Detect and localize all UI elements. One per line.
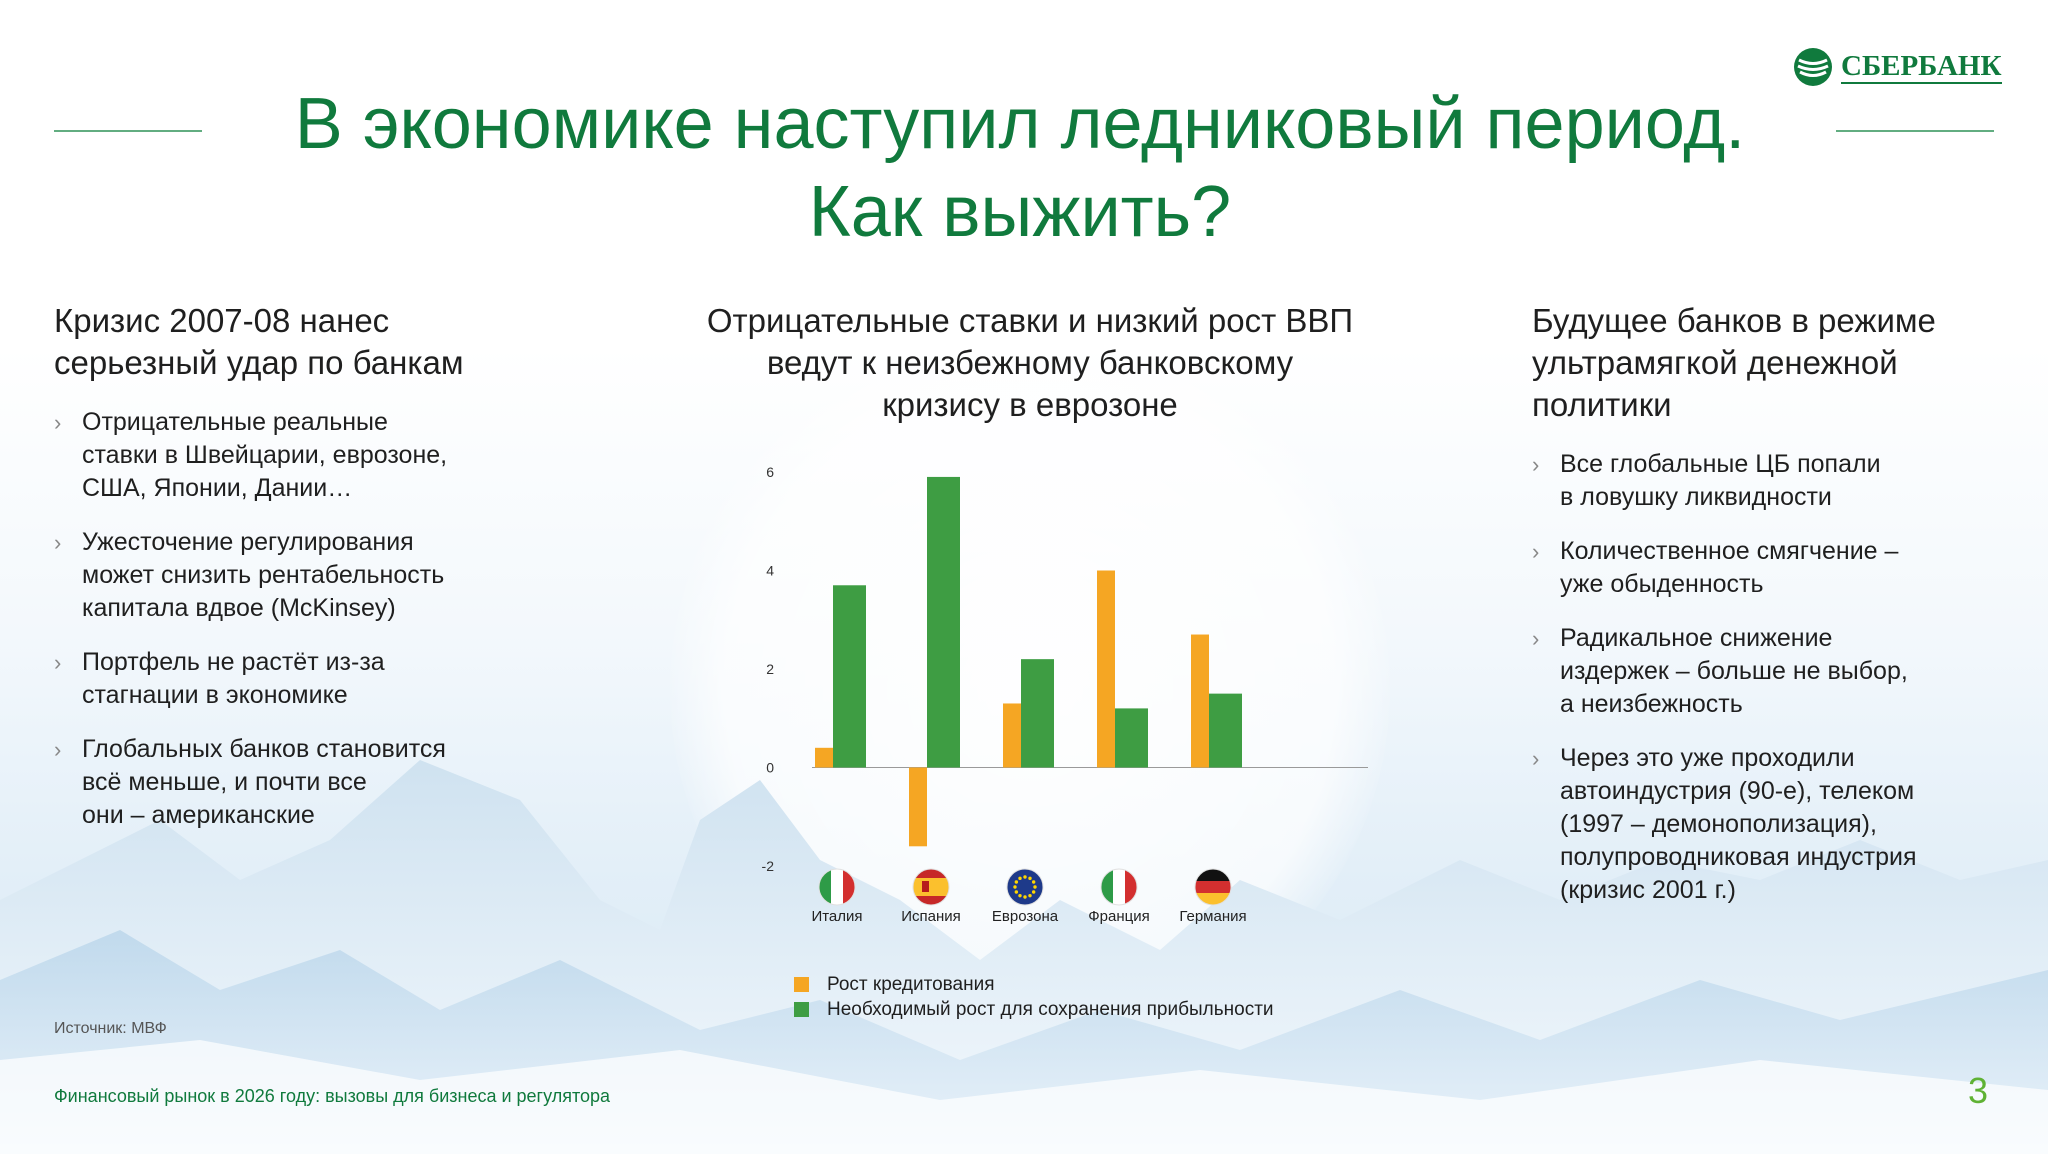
bullet-text: Портфель не растёт из-за стагнации в эко… — [82, 648, 385, 709]
chart-legend: Рост кредитования Необходимый рост для с… — [794, 972, 1274, 1022]
legend-swatch — [794, 977, 809, 992]
bullet-text: Через это уже проходили автоиндустрия (9… — [1560, 744, 1917, 904]
left-heading-line-2: серьезный удар по банкам — [54, 344, 464, 381]
y-tick-label: 4 — [766, 563, 774, 579]
right-heading: Будущее банков в режиме ультрамягкой ден… — [1532, 300, 1936, 426]
legend-item-required-growth: Необходимый рост для сохранения прибыльн… — [794, 997, 1274, 1022]
list-item: › Отрицательные реальные ставки в Швейцар… — [54, 406, 534, 505]
germany-flag-icon — [1194, 868, 1232, 906]
bar-lending-growth — [1097, 570, 1115, 768]
chevron-right-icon: › — [1532, 452, 1540, 477]
title-rule-right — [1836, 130, 1994, 132]
chevron-right-icon: › — [54, 530, 62, 555]
bar-required-growth — [833, 585, 866, 768]
sberbank-logo: СБЕРБАНК — [1793, 47, 2002, 87]
chevron-right-icon: › — [54, 650, 62, 675]
bar-lending-growth — [815, 747, 833, 768]
bullet-text: Ужесточение регулирования может снизить … — [82, 528, 445, 622]
bar-chart: -2 0 2 4 6 Италия Испания Еврозона Франция Герман… — [762, 464, 1368, 925]
bar-required-growth — [1209, 693, 1242, 768]
bar-lending-growth — [909, 767, 927, 847]
legend-label: Рост кредитования — [827, 974, 995, 995]
y-tick-label: 6 — [766, 464, 774, 480]
x-tick-label: Италия — [811, 908, 862, 925]
source-note: Источник: МВФ — [54, 1020, 167, 1037]
chevron-right-icon: › — [54, 737, 62, 762]
bullet-text: Количественное смягчение – уже обыденнос… — [1560, 537, 1899, 598]
bullet-text: Глобальных банков становится всё меньше,… — [82, 735, 446, 829]
bullet-text: Все глобальные ЦБ попали в ловушку ликви… — [1560, 450, 1881, 511]
chart-heading-line-2: ведут к неизбежному банковскому — [766, 344, 1294, 381]
y-tick-label: -2 — [762, 858, 775, 874]
right-heading-line-1: Будущее банков в режиме — [1532, 302, 1936, 339]
left-heading: Кризис 2007-08 нанес серьезный удар по б… — [54, 300, 464, 384]
bullet-text: Радикальное снижение издержек – больше н… — [1560, 624, 1908, 718]
list-item: › Ужесточение регулирования может снизить… — [54, 526, 534, 625]
x-tick-label: Испания — [901, 908, 961, 925]
list-item: › Радикальное снижение издержек – больше … — [1532, 622, 2012, 721]
left-bullet-list: › Отрицательные реальные ставки в Швейцар… — [54, 406, 534, 853]
list-item: › Глобальных банков становится всё меньше… — [54, 733, 534, 832]
title-line-1: В экономике наступил ледниковый период. — [294, 84, 1746, 164]
chart-heading-line-1: Отрицательные ставки и низкий рост ВВП — [706, 302, 1354, 339]
right-bullet-list: › Все глобальные ЦБ попали в ловушку ликв… — [1532, 448, 2012, 928]
chevron-right-icon: › — [1532, 746, 1540, 771]
sberbank-logo-icon — [1794, 48, 1832, 86]
list-item: › Количественное смягчение – уже обыденно… — [1532, 535, 2012, 601]
right-heading-line-3: политики — [1532, 386, 1672, 423]
list-item: › Через это уже проходили автоиндустрия (… — [1532, 742, 2012, 907]
footer-caption: Финансовый рынок в 2026 году: вызовы для… — [54, 1086, 611, 1106]
slide-title: В экономике наступил ледниковый период. … — [220, 80, 1820, 256]
title-line-2: Как выжить? — [808, 172, 1232, 252]
y-tick-label: 2 — [766, 661, 774, 677]
title-rule-left — [54, 130, 202, 132]
x-tick-label: Еврозона — [992, 908, 1059, 925]
chevron-right-icon: › — [1532, 626, 1540, 651]
bar-lending-growth — [1191, 634, 1209, 768]
x-tick-label: Германия — [1179, 908, 1246, 925]
italy-flag-icon — [818, 868, 856, 906]
france-flag-icon — [1100, 868, 1138, 906]
logo-text: СБЕРБАНК — [1841, 50, 2002, 84]
bar-lending-growth — [1003, 703, 1021, 768]
bar-required-growth — [927, 476, 960, 768]
y-tick-label: 0 — [766, 760, 774, 776]
x-tick-label: Франция — [1088, 908, 1149, 925]
list-item: › Портфель не растёт из-за стагнации в эк… — [54, 646, 534, 712]
list-item: › Все глобальные ЦБ попали в ловушку ликв… — [1532, 448, 2012, 514]
spain-flag-icon — [912, 868, 950, 906]
left-heading-line-1: Кризис 2007-08 нанес — [54, 302, 390, 339]
bullet-text: Отрицательные реальные ставки в Швейцари… — [82, 408, 448, 502]
eu-flag-icon — [1006, 868, 1044, 906]
chevron-right-icon: › — [1532, 539, 1540, 564]
right-heading-line-2: ультрамягкой денежной — [1532, 344, 1898, 381]
chart-heading-line-3: кризису в еврозоне — [882, 386, 1178, 423]
bar-required-growth — [1115, 708, 1148, 768]
page-number: 3 — [1968, 1070, 1989, 1111]
legend-item-lending-growth: Рост кредитования — [794, 972, 1274, 997]
bar-required-growth — [1021, 659, 1054, 768]
legend-swatch — [794, 1002, 809, 1017]
chevron-right-icon: › — [54, 410, 62, 435]
chart-heading: Отрицательные ставки и низкий рост ВВП в… — [670, 300, 1390, 426]
legend-label: Необходимый рост для сохранения прибыльн… — [827, 999, 1274, 1020]
